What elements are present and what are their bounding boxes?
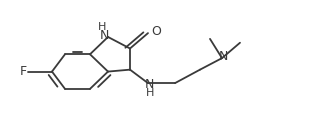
Text: N: N: [100, 29, 110, 42]
Text: N: N: [145, 78, 154, 91]
Text: N: N: [219, 50, 228, 63]
Text: H: H: [98, 22, 106, 32]
Text: H: H: [145, 88, 154, 98]
Text: O: O: [151, 25, 161, 38]
Text: F: F: [19, 65, 26, 78]
